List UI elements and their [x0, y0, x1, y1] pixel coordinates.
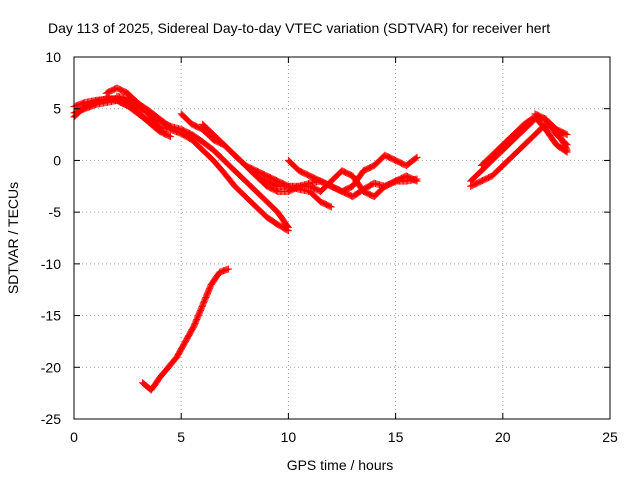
data-point [327, 203, 335, 211]
data-point [165, 123, 173, 131]
axis-ticks [73, 56, 611, 420]
data-point [563, 148, 571, 156]
data-point [562, 130, 570, 138]
y-tick-label: -25 [41, 411, 61, 427]
x-tick-label: 20 [495, 429, 511, 445]
y-tick-label: -20 [41, 359, 61, 375]
data-point [563, 131, 571, 139]
x-tick-label: 15 [388, 429, 404, 445]
grid-lines [74, 57, 610, 419]
y-tick-label: -10 [41, 256, 61, 272]
data-point [156, 125, 164, 133]
data-points [70, 84, 571, 394]
data-point [562, 147, 570, 155]
data-point [155, 124, 163, 132]
x-tick-label: 10 [281, 429, 297, 445]
x-tick-label: 0 [70, 429, 78, 445]
data-point [326, 202, 334, 210]
x-tick-label: 5 [177, 429, 185, 445]
data-series-track-l [477, 113, 571, 170]
y-tick-label: 10 [45, 49, 61, 65]
data-series-track-m [531, 110, 571, 139]
data-point [284, 227, 292, 235]
data-point [563, 141, 571, 149]
chart-title: Day 113 of 2025, Sidereal Day-to-day VTE… [48, 20, 550, 36]
data-point [165, 132, 173, 140]
x-tick-label: 25 [602, 429, 618, 445]
y-tick-label: -5 [49, 204, 62, 220]
data-point [413, 153, 421, 161]
y-tick-label: 0 [53, 152, 61, 168]
y-tick-label: 5 [53, 101, 61, 117]
plot-frame [73, 56, 611, 420]
data-point [224, 265, 232, 273]
x-tick-labels: 0 5 10 15 20 25 [70, 429, 618, 445]
data-series-track-i [284, 151, 421, 195]
data-point [283, 226, 291, 234]
y-axis-label: SDTVAR / TECUs [5, 182, 21, 294]
data-series-track-e [113, 92, 164, 133]
data-point [166, 133, 174, 141]
y-tick-labels: -25 -20 -15 -10 -5 0 5 10 [41, 49, 61, 427]
y-tick-label: -15 [41, 308, 61, 324]
data-point [166, 123, 174, 131]
data-series-track-h [242, 162, 421, 201]
x-axis-label: GPS time / hours [287, 457, 394, 473]
data-series-track-n [139, 265, 232, 394]
data-point [413, 177, 421, 185]
data-point [412, 154, 420, 162]
data-point [412, 177, 420, 185]
data-point [562, 140, 570, 148]
